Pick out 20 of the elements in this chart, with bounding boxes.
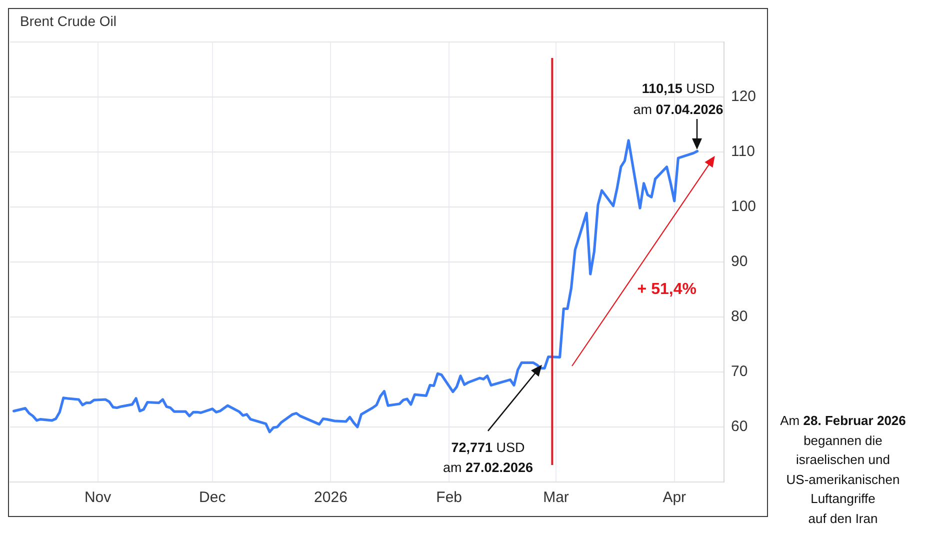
y-tick-label: 90 [731,253,748,270]
y-tick-label: 70 [731,363,748,380]
y-tick-label: 80 [731,308,748,326]
annotation: am 07.04.2026 [633,101,724,120]
annotation: 72,771 USD [451,438,525,456]
x-tick-label: Dec [199,489,226,506]
x-tick-label: Apr [662,489,686,506]
x-tick-label: Nov [84,489,112,506]
y-tick-label: 120 [731,88,756,106]
x-tick-label: 2026 [314,489,348,506]
text: Am 28. Februar 2026 begannen die israelischen und US-amerikanischen Luftangriffe auf den Iran [780,413,906,526]
chart-title: Brent Crude Oil [20,13,116,29]
annotation: am 27.02.2026 [442,459,534,478]
x-tick-label: Mar [543,489,569,506]
y-tick-label: 110 [731,143,755,160]
y-tick-label: 100 [731,198,756,216]
annotation: + 51,4% [637,281,696,298]
y-tick-label: 60 [731,418,748,436]
annotation: 110,15 USD [642,80,715,98]
x-tick-label: Feb [436,489,462,506]
